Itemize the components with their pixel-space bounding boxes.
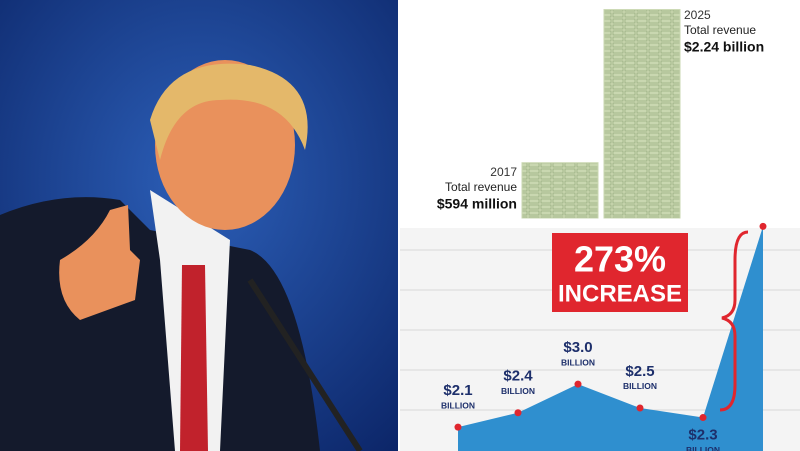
point (636, 404, 644, 412)
value-label: $2.1 (443, 382, 472, 399)
annotation: INCREASE (558, 280, 682, 307)
unit-label: BILLION (441, 400, 475, 410)
year-label: 2017 (490, 165, 517, 179)
money-stack (603, 9, 681, 219)
value-label: $3.0 (563, 339, 592, 356)
annotation-box (552, 233, 688, 312)
year-label: 2025 (684, 8, 711, 22)
value-label: $2.3 (688, 427, 717, 444)
brace (719, 230, 749, 412)
photo (0, 0, 398, 451)
subtitle: Total revenue (684, 23, 756, 37)
value-label: $594 million (437, 195, 517, 211)
unit-label: BILLION (623, 381, 657, 391)
value-label: $2.5 (625, 363, 654, 380)
annotation: 273% (574, 239, 666, 280)
unit-label: BILLION (501, 386, 535, 396)
point (759, 222, 767, 230)
point (454, 423, 462, 431)
stack-panel (400, 0, 800, 228)
area (458, 226, 763, 451)
money-stack (521, 162, 599, 219)
point (514, 409, 522, 417)
value-label: $2.4 (503, 368, 533, 385)
unit-label: BILLION (686, 445, 720, 451)
value-label: $2.24 billion (684, 38, 764, 54)
unit-label: BILLION (561, 357, 595, 367)
point (574, 380, 582, 388)
point (699, 414, 707, 422)
subtitle: Total revenue (445, 180, 517, 194)
